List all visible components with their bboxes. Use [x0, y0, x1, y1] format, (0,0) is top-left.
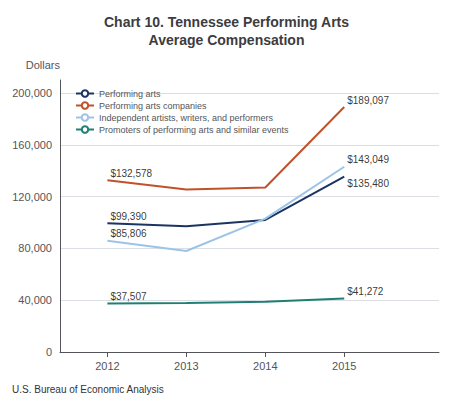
- svg-text:200,000: 200,000: [12, 87, 52, 99]
- svg-text:Dollars: Dollars: [26, 59, 61, 71]
- svg-text:$37,507: $37,507: [110, 291, 147, 302]
- svg-text:U.S. Bureau of Economic Analys: U.S. Bureau of Economic Analysis: [12, 384, 164, 395]
- svg-text:$132,578: $132,578: [110, 168, 152, 179]
- svg-text:2013: 2013: [174, 360, 198, 372]
- svg-text:Performing arts: Performing arts: [99, 89, 161, 99]
- svg-text:Performing arts companies: Performing arts companies: [99, 101, 207, 111]
- svg-text:$189,097: $189,097: [347, 95, 389, 106]
- svg-text:$41,272: $41,272: [347, 286, 384, 297]
- svg-text:Promoters of performing arts a: Promoters of performing arts and similar…: [99, 125, 289, 135]
- svg-text:2012: 2012: [95, 360, 119, 372]
- svg-text:$85,806: $85,806: [110, 228, 147, 239]
- svg-text:2014: 2014: [253, 360, 277, 372]
- svg-text:80,000: 80,000: [18, 242, 52, 254]
- svg-text:Chart 10. Tennessee Performing: Chart 10. Tennessee Performing Arts: [104, 14, 349, 30]
- svg-text:Average Compensation: Average Compensation: [149, 32, 305, 48]
- svg-text:$99,390: $99,390: [110, 211, 147, 222]
- svg-text:0: 0: [46, 346, 52, 358]
- svg-text:160,000: 160,000: [12, 139, 52, 151]
- svg-text:2015: 2015: [332, 360, 356, 372]
- svg-text:$143,049: $143,049: [347, 154, 389, 165]
- svg-text:$135,480: $135,480: [347, 178, 389, 189]
- svg-text:Independent artists, writers,: Independent artists, writers, and perfor…: [99, 113, 274, 123]
- svg-text:40,000: 40,000: [18, 294, 52, 306]
- svg-text:120,000: 120,000: [12, 191, 52, 203]
